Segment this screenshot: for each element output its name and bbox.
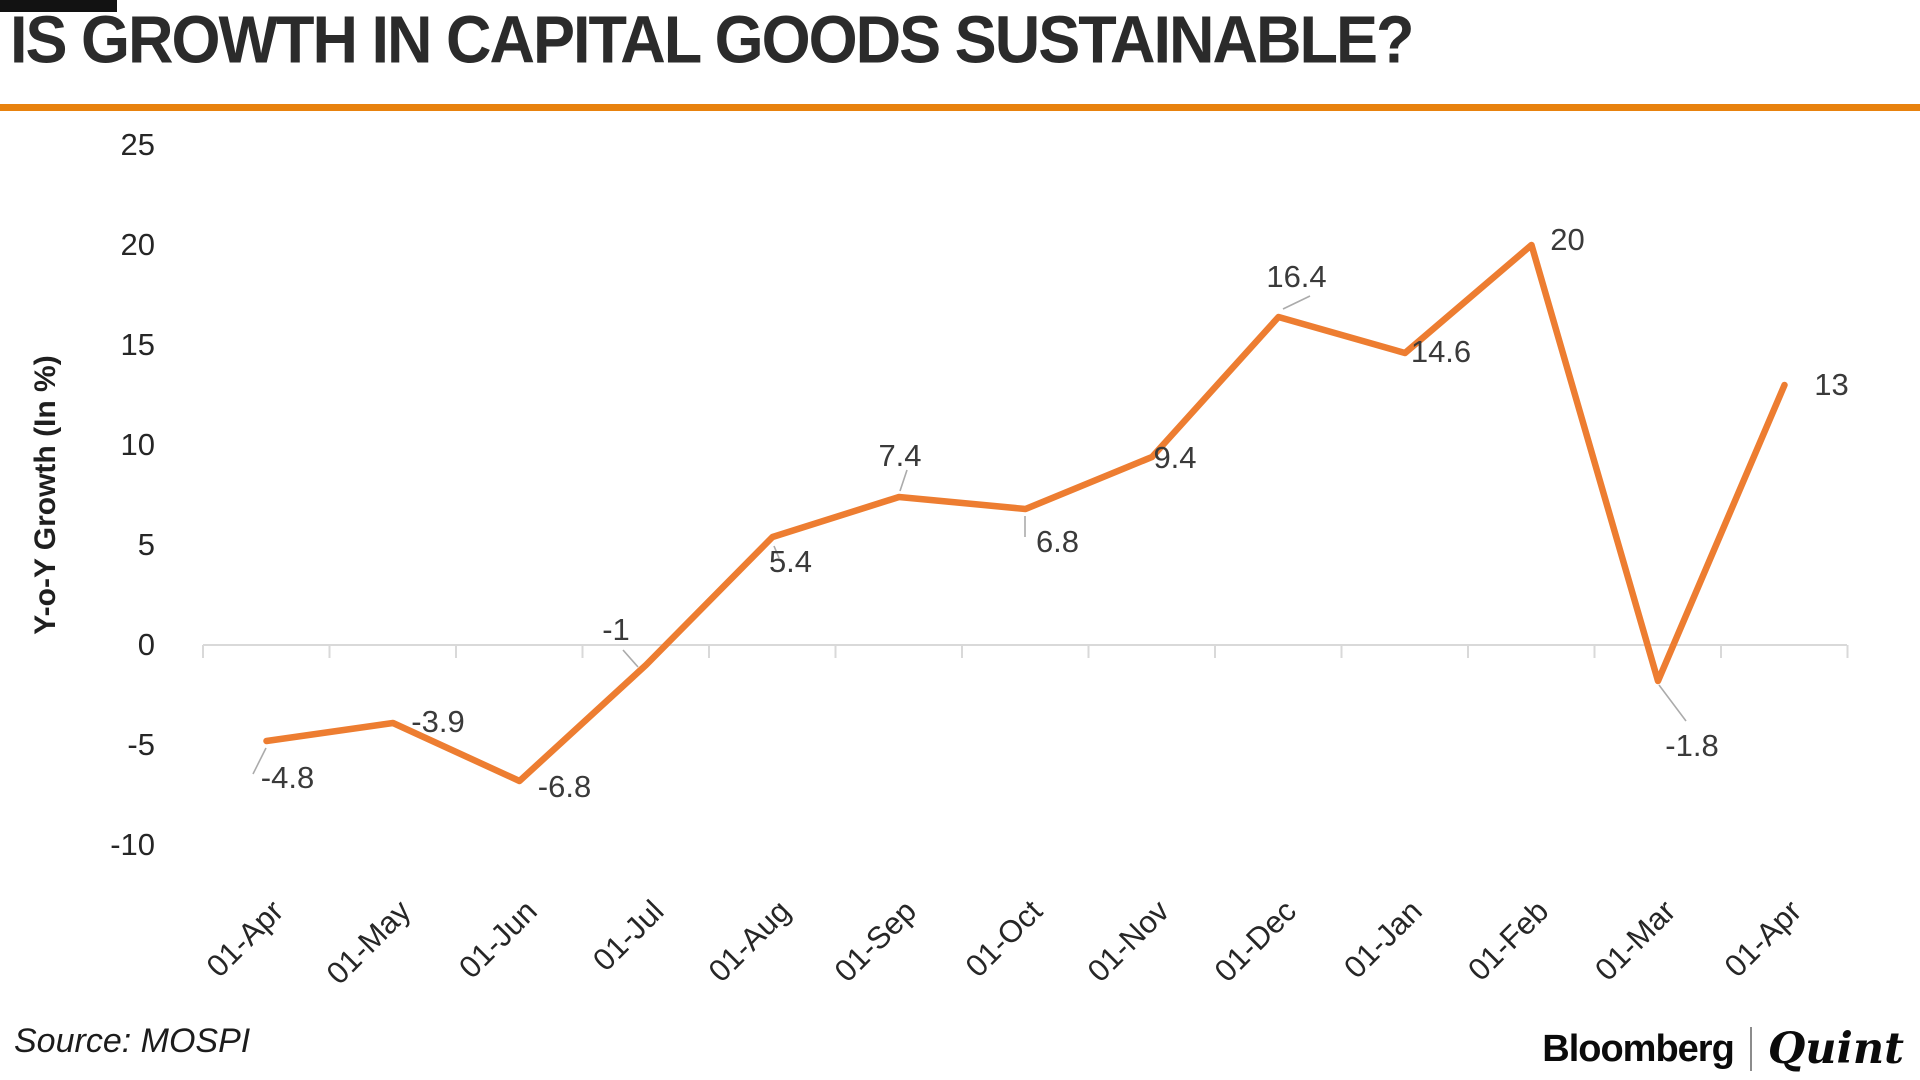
data-label-leader-line xyxy=(1658,684,1687,722)
data-label-leader-line xyxy=(773,545,780,559)
data-label: 5.4 xyxy=(768,544,813,579)
data-label: -1 xyxy=(602,612,630,647)
title-underline-rule xyxy=(0,104,1920,111)
y-tick-label: 15 xyxy=(120,327,155,362)
data-label: 7.4 xyxy=(878,438,922,473)
data-label: 16.4 xyxy=(1266,259,1327,294)
y-tick-label: -5 xyxy=(127,727,155,762)
data-label: 13 xyxy=(1814,367,1849,402)
logo-separator xyxy=(1749,1027,1752,1071)
y-tick-label: 0 xyxy=(137,627,155,662)
y-tick-label: 5 xyxy=(137,527,155,562)
data-label: 20 xyxy=(1550,222,1585,257)
y-tick-label: 10 xyxy=(120,427,155,462)
corner-strip xyxy=(0,0,117,12)
quint-wordmark: Quint xyxy=(1767,1024,1904,1074)
data-label-leader-line xyxy=(252,747,267,775)
y-tick-label: 20 xyxy=(120,227,155,262)
data-label: -6.8 xyxy=(537,769,592,804)
data-label: 9.4 xyxy=(1153,440,1197,475)
data-label-leader-line xyxy=(1282,295,1311,310)
data-label: -1.8 xyxy=(1665,728,1719,763)
data-label: -4.8 xyxy=(260,760,315,795)
chart-title: IS GROWTH IN CAPITAL GOODS SUSTAINABLE? xyxy=(10,3,1414,78)
bloomberg-wordmark: Bloomberg xyxy=(1542,1027,1735,1070)
data-label-leader-line xyxy=(622,649,639,668)
data-label: 6.8 xyxy=(1035,524,1080,559)
data-label: -3.9 xyxy=(411,704,465,739)
y-tick-label: -10 xyxy=(110,827,155,862)
source-note: Source: MOSPI xyxy=(14,1022,251,1060)
y-tick-label: 25 xyxy=(120,127,155,162)
data-label-leader-line xyxy=(899,469,908,492)
series-line xyxy=(263,241,1788,785)
bloomberg-quint-logo: Bloomberg Quint xyxy=(1542,1024,1904,1074)
data-label: 14.6 xyxy=(1410,334,1472,369)
